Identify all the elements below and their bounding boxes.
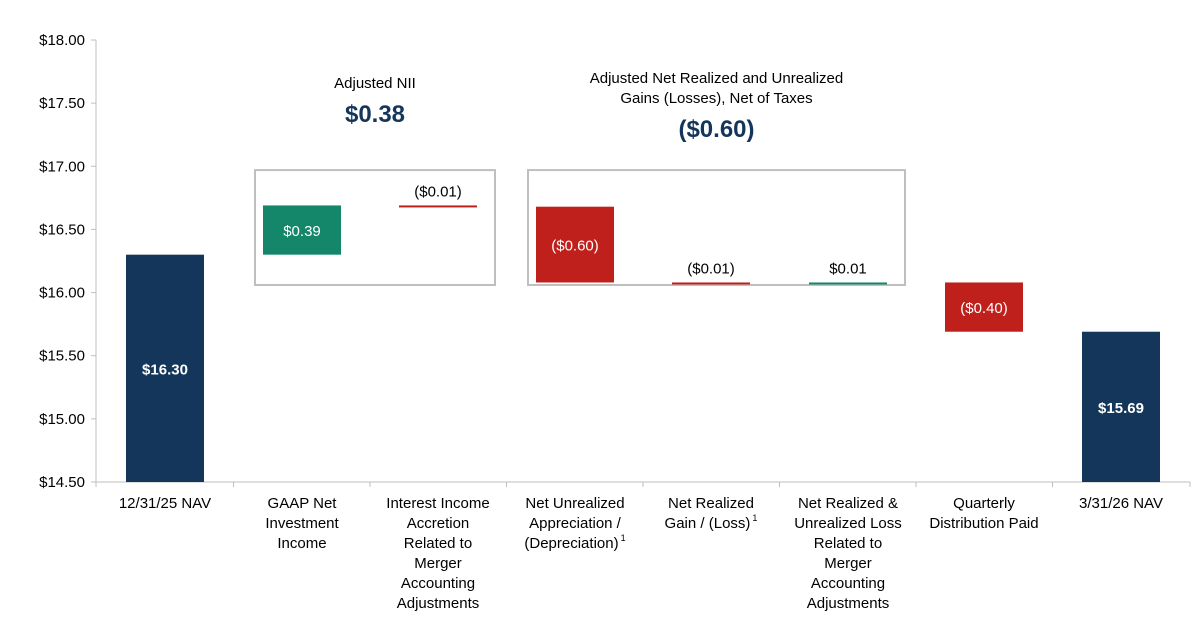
data-label: $16.30 [142, 361, 188, 378]
bars [126, 205, 1160, 482]
category-label-line: Net Realized [668, 495, 754, 512]
y-tick-label: $14.50 [39, 474, 85, 491]
bar [809, 282, 887, 285]
data-label: ($0.60) [551, 238, 599, 255]
category-label-line: GAAP Net [268, 495, 338, 512]
category-label: Net Realized & Unrealized Loss Related to M… [794, 495, 902, 612]
category-label-line: (Depreciation) [524, 535, 618, 552]
group-box [254, 169, 496, 286]
bar [672, 282, 750, 285]
category-label-line: Income [277, 535, 326, 552]
category-label: Quarterly Distribution Paid [929, 495, 1038, 532]
bar [263, 205, 341, 255]
category-label: GAAP Net Investment Income [265, 495, 339, 552]
category-label-line: Related to [814, 535, 882, 552]
data-labels: $16.30 $0.39 ($0.01) ($0.60) ($0.01) $0.01 ($0… [142, 183, 1144, 416]
category-label-line: Related to [404, 535, 472, 552]
category-label-line: Quarterly [953, 495, 1015, 512]
category-label-line: Investment [265, 515, 339, 532]
y-tick-label: $16.00 [39, 285, 85, 302]
group-boxes [254, 169, 906, 286]
data-label: $15.69 [1098, 400, 1144, 417]
footnote-mark: 1 [621, 533, 626, 543]
category-label-line: Merger [824, 555, 872, 572]
x-axis-categories: 12/31/25 NAV GAAP Net Investment Income Inte… [119, 495, 1163, 612]
category-label-line: Gain / (Loss) [665, 515, 751, 532]
data-label: $0.39 [283, 223, 321, 240]
bar [536, 206, 614, 283]
data-label: ($0.01) [687, 260, 735, 277]
category-label: 3/31/26 NAV [1079, 495, 1163, 512]
category-label-line: Appreciation / [529, 515, 622, 532]
category-label: Net Realized Gain / (Loss) 1 [665, 495, 758, 532]
footnote-mark: 1 [752, 513, 757, 523]
data-label: ($0.40) [960, 300, 1008, 317]
group-value: $0.38 [345, 101, 405, 128]
group-title: Adjusted Net Realized and Unrealized [590, 70, 843, 87]
category-label-line: Unrealized Loss [794, 515, 902, 532]
group-value: ($0.60) [678, 116, 754, 143]
category-label-line: Accretion [407, 515, 470, 532]
category-label-line: 12/31/25 NAV [119, 495, 211, 512]
bar [126, 254, 204, 482]
category-label-line: Adjustments [397, 595, 480, 612]
y-tick-label: $18.00 [39, 32, 85, 49]
category-label: Net Unrealized Appreciation / (Depreciatio… [524, 495, 625, 552]
category-label-line: Net Unrealized [525, 495, 624, 512]
category-label-line: Net Realized & [798, 495, 898, 512]
group-title: Gains (Losses), Net of Taxes [620, 90, 812, 107]
category-label: 12/31/25 NAV [119, 495, 211, 512]
y-tick-label: $15.50 [39, 348, 85, 365]
category-label-line: 3/31/26 NAV [1079, 495, 1163, 512]
category-label-line: Interest Income [386, 495, 489, 512]
y-tick-label: $17.00 [39, 158, 85, 175]
y-axis: $14.50 $15.00 $15.50 $16.00 $16.50 $17.00 $17.… [39, 32, 1191, 491]
category-label-line: Distribution Paid [929, 515, 1038, 532]
data-label: ($0.01) [414, 183, 462, 200]
category-label-line: Accounting [811, 575, 885, 592]
category-label-line: Adjustments [807, 595, 890, 612]
bar [399, 205, 477, 208]
data-label: $0.01 [829, 260, 867, 277]
category-label: Interest Income Accretion Related to Merger… [386, 495, 489, 612]
y-tick-label: $16.50 [39, 221, 85, 238]
y-tick-label: $15.00 [39, 411, 85, 428]
group-title: Adjusted NII [334, 75, 416, 92]
group-annotations: Adjusted NII $0.38 Adjusted Net Realized a… [334, 70, 843, 143]
bar [945, 282, 1023, 332]
category-label-line: Merger [414, 555, 462, 572]
y-tick-label: $17.50 [39, 95, 85, 112]
bar [1082, 331, 1160, 482]
group-box [527, 169, 906, 286]
category-label-line: Accounting [401, 575, 475, 592]
